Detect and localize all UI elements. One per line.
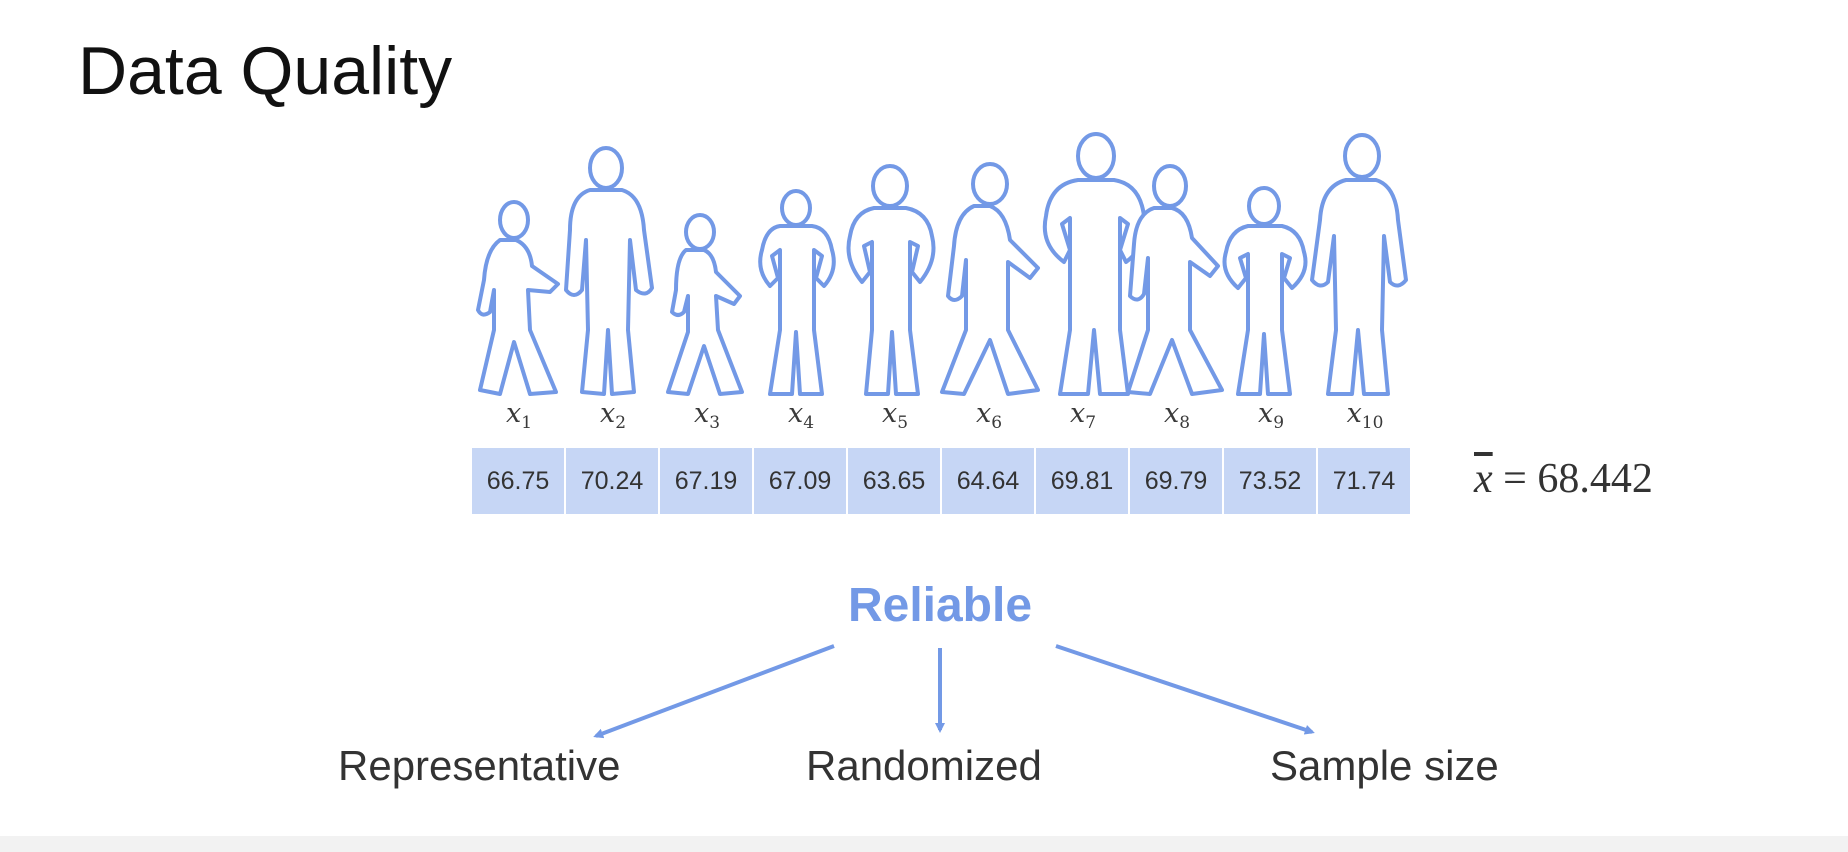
sample-value-cell: 66.75 xyxy=(472,448,564,514)
arrow-to-sample-size xyxy=(1055,644,1315,735)
sample-label-4: x4 xyxy=(787,398,815,433)
person-8-silhouette xyxy=(1126,164,1224,396)
sample-mean: x = 68.442 xyxy=(1474,455,1653,503)
sample-label-10: x10 xyxy=(1346,398,1384,433)
sample-value-cell: 64.64 xyxy=(942,448,1034,514)
sample-value-cell: 70.24 xyxy=(566,448,658,514)
sample-label-8: x8 xyxy=(1163,398,1191,433)
person-1-silhouette xyxy=(476,200,560,396)
person-10-silhouette xyxy=(1310,133,1408,396)
bottom-bar xyxy=(0,836,1848,852)
sample-value-cell: 67.19 xyxy=(660,448,752,514)
mean-value: 68.442 xyxy=(1537,456,1653,502)
branch-sample-size: Sample size xyxy=(1270,742,1499,789)
sample-value-cell: 63.65 xyxy=(848,448,940,514)
sample-value-cell: 73.52 xyxy=(1224,448,1316,514)
sample-value-cell: 69.79 xyxy=(1130,448,1222,514)
person-4-silhouette xyxy=(758,189,836,396)
arrow-to-representative xyxy=(593,644,835,739)
sample-value-cell: 71.74 xyxy=(1318,448,1410,514)
person-2-silhouette xyxy=(564,146,654,396)
reliable-label: Reliable xyxy=(847,579,1033,632)
slide-title: Data Quality xyxy=(78,33,453,109)
sample-value-cell: 67.09 xyxy=(754,448,846,514)
person-3-silhouette xyxy=(666,213,744,396)
person-9-silhouette xyxy=(1222,186,1308,396)
sample-label-2: x2 xyxy=(599,398,627,433)
sample-label-3: x3 xyxy=(693,398,721,433)
sample-label-5: x5 xyxy=(881,398,909,433)
branch-representative: Representative xyxy=(338,742,621,789)
sample-values-table: 66.75 70.24 67.19 67.09 63.65 64.64 69.8… xyxy=(472,448,1412,514)
mean-equals: = xyxy=(1492,456,1538,502)
person-6-silhouette xyxy=(940,162,1040,396)
sample-value-cell: 69.81 xyxy=(1036,448,1128,514)
sample-label-9: x9 xyxy=(1257,398,1285,433)
person-5-silhouette xyxy=(846,164,936,396)
branch-randomized: Randomized xyxy=(806,742,1042,789)
sample-label-6: x6 xyxy=(975,398,1003,433)
mean-symbol: x xyxy=(1474,456,1493,502)
sample-label-1: x1 xyxy=(505,398,533,433)
sample-label-7: x7 xyxy=(1069,398,1097,433)
person-7-silhouette xyxy=(1042,132,1148,396)
